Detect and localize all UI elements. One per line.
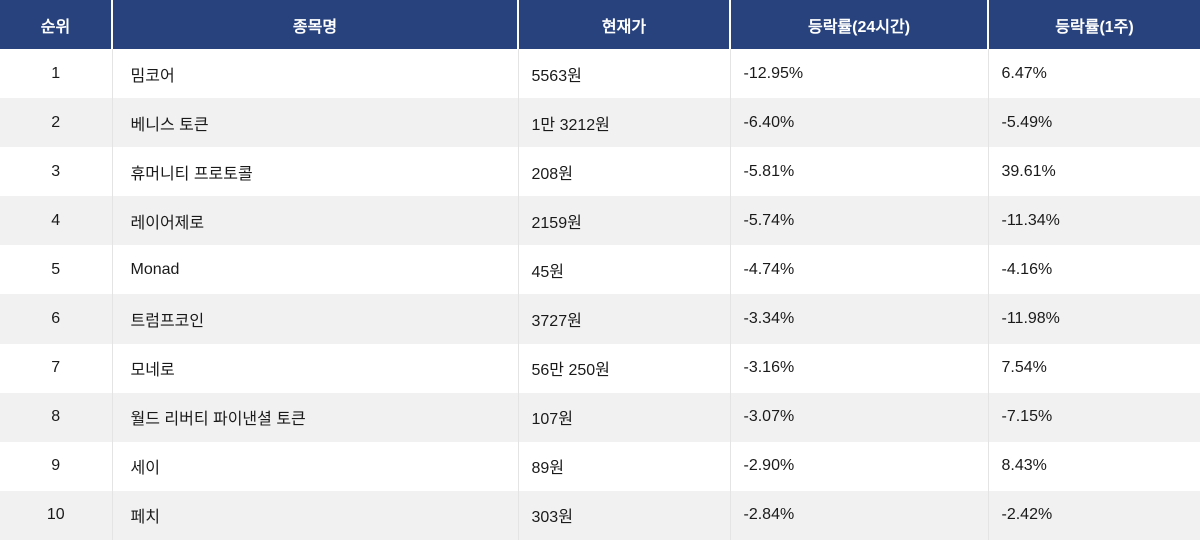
- table-row: 9 세이 89원 -2.90% 8.43%: [0, 441, 1200, 491]
- cell-change_1w: -11.34%: [987, 196, 1200, 246]
- cell-change_1w: -5.49%: [987, 98, 1200, 148]
- cell-price: 208원: [517, 147, 730, 197]
- cell-rank: 4: [0, 196, 112, 246]
- table-row: 7 모네로 56만 250원 -3.16% 7.54%: [0, 343, 1200, 393]
- cell-price: 2159원: [517, 196, 730, 246]
- cell-change_24h: -4.74%: [729, 245, 988, 295]
- column-header-change_1w: 등락률(1주): [987, 0, 1200, 49]
- cell-price: 5563원: [517, 49, 730, 99]
- cell-rank: 10: [0, 490, 112, 540]
- cell-change_24h: -5.81%: [729, 147, 988, 197]
- cell-rank: 3: [0, 147, 112, 197]
- cell-rank: 8: [0, 392, 112, 442]
- cell-rank: 9: [0, 441, 112, 491]
- table-body: 1 밈코어 5563원 -12.95% 6.47% 2 베니스 토큰 1만 3212원 -6.4…: [0, 49, 1200, 540]
- cell-change_24h: -12.95%: [729, 49, 988, 99]
- cell-name: 세이: [111, 441, 518, 491]
- column-header-name: 종목명: [111, 0, 518, 49]
- table-row: 6 트럼프코인 3727원 -3.34% -11.98%: [0, 294, 1200, 344]
- cell-rank: 7: [0, 343, 112, 393]
- cell-name: 휴머니티 프로토콜: [111, 147, 518, 197]
- table-row: 5 Monad 45원 -4.74% -4.16%: [0, 245, 1200, 295]
- cell-change_24h: -2.90%: [729, 441, 988, 491]
- cell-price: 303원: [517, 490, 730, 540]
- cell-name: 페치: [111, 490, 518, 540]
- cell-change_1w: -4.16%: [987, 245, 1200, 295]
- cell-name: 레이어제로: [111, 196, 518, 246]
- cell-price: 3727원: [517, 294, 730, 344]
- cell-change_1w: 8.43%: [987, 441, 1200, 491]
- cell-change_1w: 7.54%: [987, 343, 1200, 393]
- cell-name: 베니스 토큰: [111, 98, 518, 148]
- table-row: 3 휴머니티 프로토콜 208원 -5.81% 39.61%: [0, 147, 1200, 197]
- cell-change_1w: -11.98%: [987, 294, 1200, 344]
- cell-change_24h: -2.84%: [729, 490, 988, 540]
- cell-rank: 1: [0, 49, 112, 99]
- cell-change_24h: -6.40%: [729, 98, 988, 148]
- column-header-price: 현재가: [517, 0, 730, 49]
- cell-price: 45원: [517, 245, 730, 295]
- cell-change_24h: -3.07%: [729, 392, 988, 442]
- cell-price: 56만 250원: [517, 343, 730, 393]
- column-header-change_24h: 등락률(24시간): [729, 0, 988, 49]
- cell-change_1w: -7.15%: [987, 392, 1200, 442]
- cell-name: 월드 리버티 파이낸셜 토큰: [111, 392, 518, 442]
- cell-name: Monad: [111, 245, 518, 295]
- cell-rank: 6: [0, 294, 112, 344]
- cell-name: 밈코어: [111, 49, 518, 99]
- cell-price: 1만 3212원: [517, 98, 730, 148]
- cell-rank: 2: [0, 98, 112, 148]
- cell-name: 모네로: [111, 343, 518, 393]
- table-row: 8 월드 리버티 파이낸셜 토큰 107원 -3.07% -7.15%: [0, 392, 1200, 442]
- cell-change_1w: 39.61%: [987, 147, 1200, 197]
- column-header-rank: 순위: [0, 0, 112, 49]
- table-row: 2 베니스 토큰 1만 3212원 -6.40% -5.49%: [0, 98, 1200, 148]
- cell-change_1w: 6.47%: [987, 49, 1200, 99]
- table-row: 10 페치 303원 -2.84% -2.42%: [0, 490, 1200, 540]
- cell-name: 트럼프코인: [111, 294, 518, 344]
- cell-change_1w: -2.42%: [987, 490, 1200, 540]
- table-header-row: 순위 종목명 현재가 등락률(24시간) 등락률(1주): [0, 0, 1200, 49]
- cell-price: 89원: [517, 441, 730, 491]
- cell-price: 107원: [517, 392, 730, 442]
- cell-rank: 5: [0, 245, 112, 295]
- cell-change_24h: -3.34%: [729, 294, 988, 344]
- cell-change_24h: -5.74%: [729, 196, 988, 246]
- table-row: 1 밈코어 5563원 -12.95% 6.47%: [0, 49, 1200, 99]
- table-row: 4 레이어제로 2159원 -5.74% -11.34%: [0, 196, 1200, 246]
- cell-change_24h: -3.16%: [729, 343, 988, 393]
